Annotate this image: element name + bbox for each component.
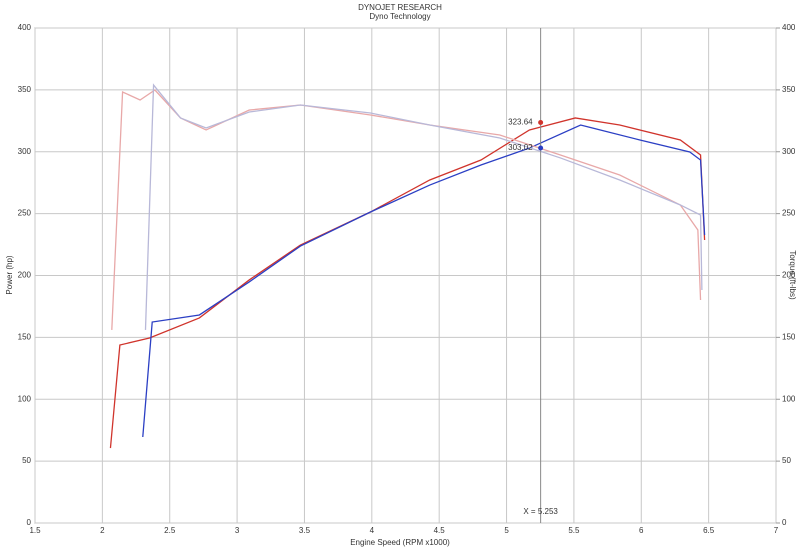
marker: [538, 119, 544, 125]
chart-subtitle: Dyno Technology: [369, 12, 430, 21]
series-line: [111, 89, 702, 330]
y2-tick-label: 200: [782, 271, 796, 280]
x-tick-label: 6.5: [703, 526, 715, 535]
series-line: [109, 117, 706, 449]
x-tick-label: 3: [235, 526, 240, 535]
y2-tick-label: 150: [782, 332, 796, 341]
x-tick-label: 7: [774, 526, 779, 535]
x-tick-label: 4: [370, 526, 375, 535]
y2-axis-label: Torque (ft-lbs): [788, 250, 797, 300]
y-tick-label: 50: [22, 456, 31, 465]
y-tick-label: 0: [27, 518, 32, 527]
y-tick-label: 150: [18, 332, 32, 341]
marker: [538, 145, 544, 151]
y2-tick-label: 300: [782, 147, 796, 156]
y-tick-label: 100: [18, 394, 32, 403]
y2-tick-label: 350: [782, 85, 796, 94]
y2-tick-label: 50: [782, 456, 791, 465]
y2-tick-label: 100: [782, 394, 796, 403]
y-tick-label: 300: [18, 147, 32, 156]
y-tick-label: 200: [18, 271, 32, 280]
y2-tick-label: 400: [782, 23, 796, 32]
x-tick-label: 4.5: [434, 526, 446, 535]
x-tick-label: 2: [100, 526, 105, 535]
x-tick-label: 5: [504, 526, 509, 535]
y-tick-label: 350: [18, 85, 32, 94]
marker-label: 303.02: [508, 143, 533, 152]
x-tick-label: 1.5: [29, 526, 41, 535]
x-tick-label: 2.5: [164, 526, 176, 535]
x-tick-label: 5.5: [568, 526, 580, 535]
chart-title: DYNOJET RESEARCH: [358, 3, 442, 12]
series-line: [142, 124, 706, 438]
series-line: [144, 83, 703, 330]
x-axis-label: Engine Speed (RPM x1000): [350, 538, 450, 547]
cursor-label: X = 5.253: [523, 507, 558, 516]
y2-tick-label: 0: [782, 518, 787, 527]
x-tick-label: 3.5: [299, 526, 311, 535]
y-axis-label: Power (hp): [5, 255, 14, 294]
y2-tick-label: 250: [782, 209, 796, 218]
x-tick-label: 6: [639, 526, 644, 535]
y-tick-label: 250: [18, 209, 32, 218]
y-tick-label: 400: [18, 23, 32, 32]
marker-label: 323.64: [508, 118, 533, 127]
